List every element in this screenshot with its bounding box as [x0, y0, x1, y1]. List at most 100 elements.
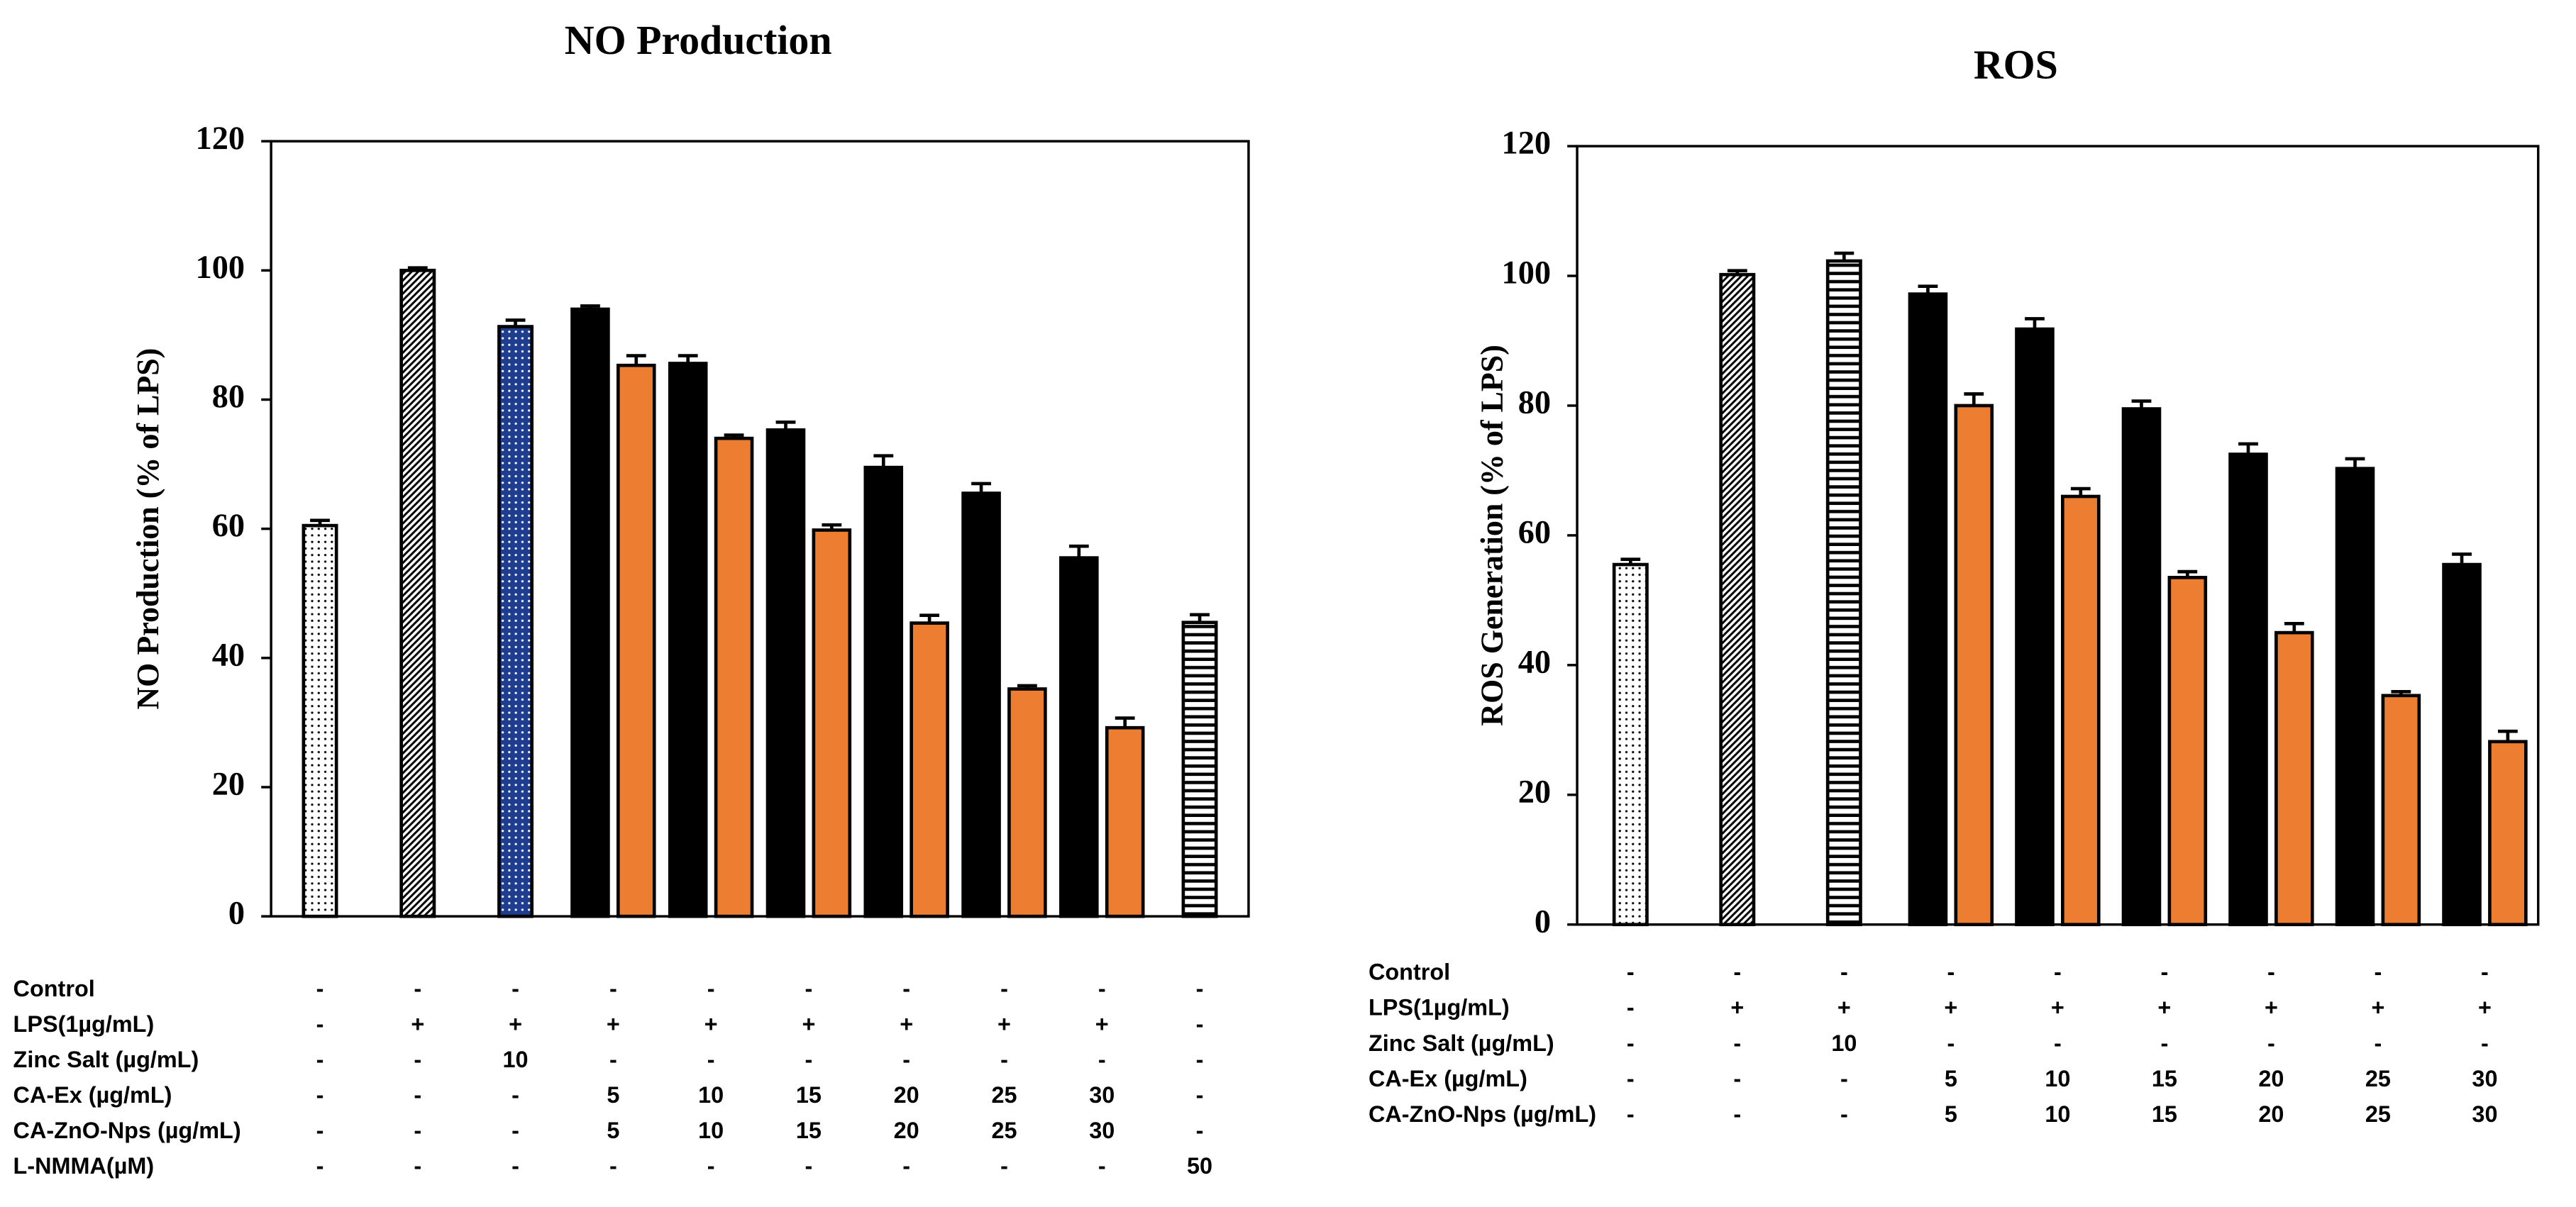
bar	[2121, 407, 2162, 927]
chart-title: NO Production	[565, 17, 832, 63]
table-cell: -	[707, 976, 715, 1001]
table-cell: -	[512, 1082, 519, 1108]
error-bar	[1834, 251, 1854, 261]
bar	[2274, 630, 2314, 927]
error-bar	[1190, 613, 1210, 623]
error-bar	[2497, 729, 2518, 742]
error-bar	[2345, 457, 2365, 469]
table-cell: -	[902, 1047, 910, 1072]
table-cell: -	[2267, 1030, 2275, 1056]
table-cell: 10	[698, 1082, 724, 1108]
table-cell: -	[902, 976, 910, 1001]
table-cell: 25	[991, 1082, 1017, 1108]
table-cell: -	[1947, 1030, 1955, 1056]
y-tick-label: 60	[1518, 515, 1551, 551]
y-tick-label: 20	[1518, 774, 1551, 810]
table-cell: 10	[503, 1047, 529, 1072]
table-cell: 30	[2472, 1101, 2497, 1127]
error-bar	[580, 304, 600, 309]
bar	[1007, 687, 1047, 918]
error-bar	[873, 454, 894, 468]
error-bar	[1727, 269, 1747, 275]
error-bar	[2452, 552, 2472, 565]
table-cell: 10	[698, 1118, 724, 1143]
row-label: CA-Ex (µg/mL)	[13, 1082, 172, 1108]
table-cell: -	[1627, 995, 1635, 1020]
table-cell: -	[609, 1047, 617, 1072]
table-cell: 20	[894, 1118, 919, 1143]
table-cell: -	[1196, 976, 1204, 1001]
table-cell: -	[1000, 1047, 1008, 1072]
table-cell: -	[316, 976, 324, 1001]
error-bar	[505, 318, 526, 327]
row-label: CA-ZnO-Nps (µg/mL)	[1369, 1101, 1596, 1127]
error-bar	[1115, 716, 1135, 728]
table-cell: 15	[2152, 1066, 2177, 1091]
bar	[497, 325, 534, 918]
table-cell: 5	[607, 1082, 619, 1108]
table-cell: -	[805, 1153, 813, 1179]
table-cell: -	[414, 976, 421, 1001]
table-cell: 5	[607, 1118, 619, 1143]
bar	[812, 528, 852, 918]
table-cell: -	[2054, 1030, 2062, 1056]
table-cell: +	[2478, 995, 2492, 1020]
table-cell: +	[509, 1011, 522, 1037]
error-bar	[822, 523, 842, 530]
table-cell: -	[609, 976, 617, 1001]
table-cell: -	[1733, 1030, 1741, 1056]
y-tick-label: 120	[1502, 126, 1551, 162]
table-cell: -	[512, 1118, 519, 1143]
table-cell: +	[802, 1011, 815, 1037]
error-bar	[2131, 399, 2152, 409]
error-bar	[2284, 621, 2304, 633]
table-cell: +	[997, 1011, 1011, 1037]
bar	[1105, 725, 1145, 918]
row-label: CA-Ex (µg/mL)	[1369, 1066, 1527, 1091]
table-cell: +	[1944, 995, 1957, 1020]
bar	[1612, 562, 1649, 927]
error-bar	[310, 518, 330, 526]
bar	[2335, 467, 2375, 927]
error-bar	[919, 613, 940, 623]
table-cell: -	[316, 1047, 324, 1072]
table-cell: -	[316, 1082, 324, 1108]
bar	[1954, 404, 1994, 927]
table-cell: -	[1627, 1101, 1635, 1127]
table-cell: 10	[2045, 1066, 2070, 1091]
table-cell: -	[414, 1118, 421, 1143]
bar	[765, 428, 806, 918]
table-cell: +	[2265, 995, 2278, 1020]
table-cell: +	[2371, 995, 2384, 1020]
table-cell: 15	[2152, 1101, 2177, 1127]
table-cell: -	[2054, 960, 2062, 985]
table-cell: -	[2267, 960, 2275, 985]
table-cell: -	[316, 1118, 324, 1143]
error-bar	[1964, 392, 1984, 406]
table-cell: -	[1196, 1047, 1204, 1072]
bar	[714, 436, 754, 918]
table-cell: -	[707, 1153, 715, 1179]
bar	[863, 465, 904, 918]
chart-title: ROS	[1974, 42, 2058, 88]
bar	[2488, 740, 2528, 927]
table-cell: +	[1837, 995, 1851, 1020]
table-cell: +	[1095, 1011, 1109, 1037]
table-cell: -	[1947, 960, 1955, 985]
y-tick-label: 100	[196, 250, 245, 286]
error-bar	[1918, 284, 1938, 294]
error-bar	[2025, 317, 2045, 330]
bar	[399, 268, 436, 918]
y-tick-label: 100	[1502, 255, 1551, 291]
table-cell: 30	[1089, 1118, 1115, 1143]
bar	[2381, 694, 2421, 927]
bar	[1908, 292, 1948, 927]
table-cell: -	[414, 1153, 421, 1179]
table-cell: -	[512, 976, 519, 1001]
table-cell: +	[607, 1011, 620, 1037]
table-cell: -	[2375, 1030, 2382, 1056]
table-cell: -	[1098, 1153, 1106, 1179]
row-label: L-NMMA(µM)	[13, 1153, 155, 1179]
table-cell: -	[902, 1153, 910, 1179]
row-label: LPS(1µg/mL)	[13, 1011, 155, 1037]
